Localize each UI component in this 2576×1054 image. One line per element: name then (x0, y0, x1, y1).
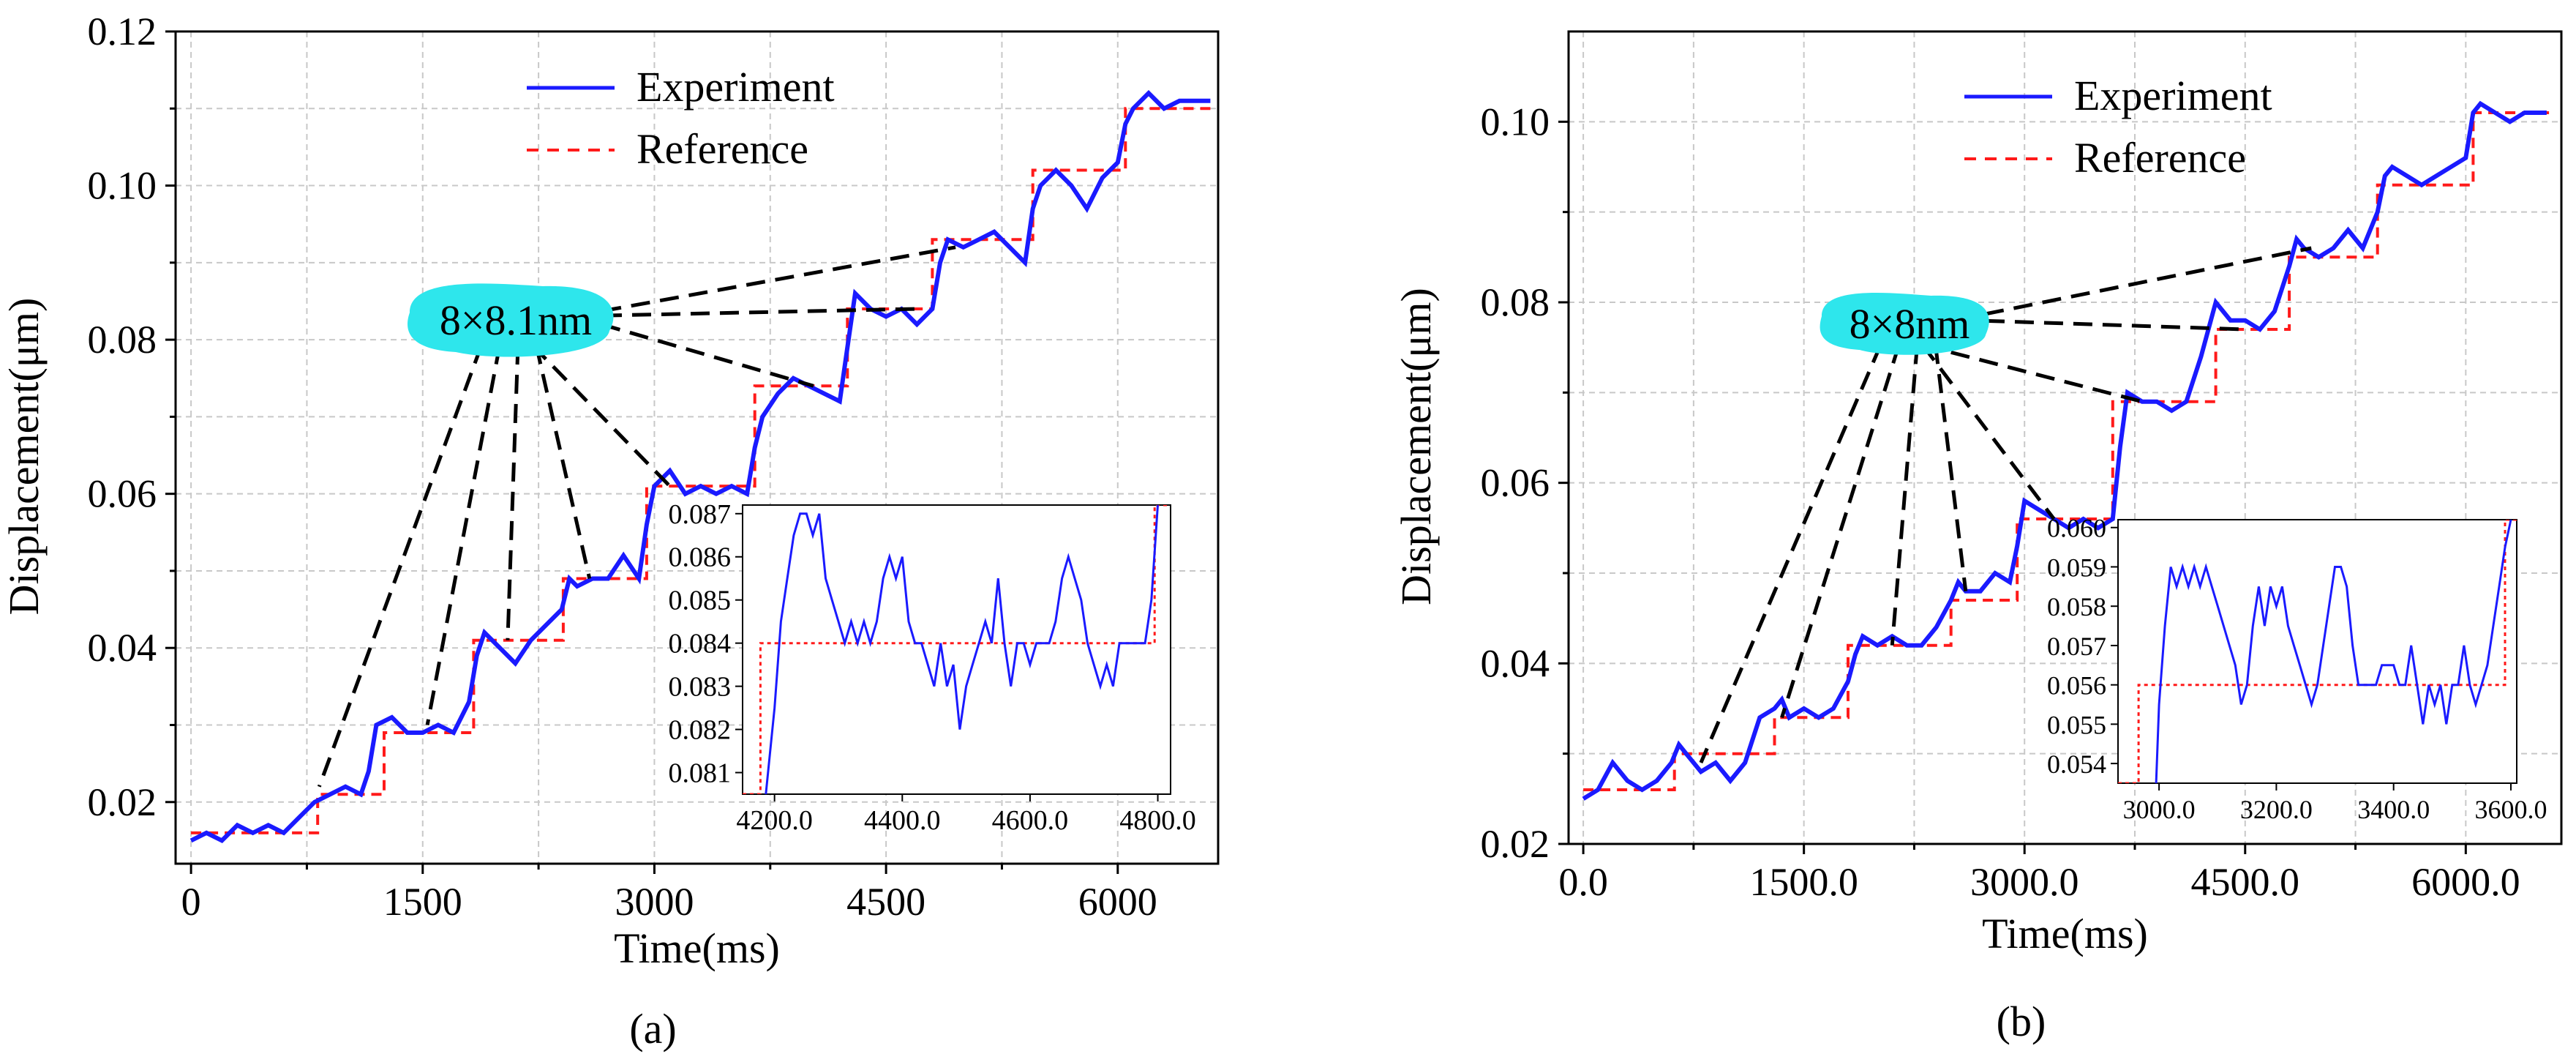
inset-x-tick-label: 3400.0 (2357, 795, 2430, 824)
annotation-guide-line (1934, 345, 1968, 591)
legend: Experiment Reference (527, 63, 835, 173)
annotation-guide-line (534, 345, 592, 580)
inset-x-tick-label: 4200.0 (736, 805, 813, 836)
annotation-guide-line (1956, 246, 2312, 322)
legend-experiment-label: Experiment (2074, 72, 2272, 119)
inset-y-tick-label: 0.054 (2047, 750, 2106, 779)
x-tick-label: 1500.0 (1749, 860, 1858, 904)
x-tick-label: 0.0 (1558, 860, 1608, 904)
y-tick-label: 0.10 (88, 164, 157, 208)
experiment-series-line (189, 89, 1211, 844)
y-tick-label: 0.02 (88, 780, 157, 824)
y-tick-label: 0.08 (1481, 280, 1550, 324)
annotation-guide-line (506, 345, 520, 640)
y-axis-label: Displacement(μm) (0, 298, 48, 616)
y-tick-label: 0.12 (88, 10, 157, 53)
plot-frame (1567, 30, 2563, 845)
inset-series (743, 505, 1171, 794)
inset-y-tick-label: 0.058 (2047, 592, 2106, 621)
inset-chart: 4200.0 4400.0 4600.0 4800.0 0.081 0.082 0.083 0… (669, 499, 1196, 836)
inset-y-tick-label: 0.084 (669, 629, 732, 659)
x-tick-label: 4500.0 (2191, 860, 2300, 904)
annotation-guide-line (1922, 343, 2143, 404)
inset-x-tick-label: 3600.0 (2474, 795, 2547, 824)
y-tick-label: 0.04 (1481, 641, 1550, 685)
x-axis-label: Time(ms) (1982, 910, 2148, 957)
annotation-guide-line (1699, 344, 1882, 763)
x-tick-label: 3000 (615, 880, 694, 924)
annotation-guide-line (1890, 345, 1919, 646)
inset-x-tick-label: 3000.0 (2123, 795, 2196, 824)
inset-y-tick-label: 0.057 (2047, 632, 2106, 661)
x-tick-label: 4500 (846, 880, 925, 924)
y-tick-label: 0.04 (88, 626, 157, 670)
inset-y-tick-label: 0.055 (2047, 710, 2106, 739)
legend-reference-label: Reference (637, 125, 808, 173)
inset-y-tick-label: 0.059 (2047, 553, 2106, 582)
inset-frame (2117, 519, 2517, 784)
x-tick-label: 3000.0 (1970, 860, 2079, 904)
inset-reference-series-line (743, 505, 1171, 794)
x-tick-label: 6000.0 (2411, 860, 2520, 904)
y-tick-label: 0.02 (1481, 822, 1550, 866)
panel-caption: (b) (1997, 998, 2046, 1045)
inset-y-tick-label: 0.081 (669, 758, 732, 789)
x-axis-label: Time(ms) (614, 924, 780, 972)
annotation-guide-line (317, 345, 484, 788)
inset-y-tick-label: 0.083 (669, 672, 732, 703)
annotation-label: 8×8.1nm (440, 296, 592, 344)
y-tick-label: 0.06 (1481, 461, 1550, 505)
inset-x-tick-label: 4800.0 (1119, 805, 1196, 836)
y-tick-label: 0.08 (88, 318, 157, 362)
annotation-highlight (408, 283, 614, 357)
inset-experiment-series-line (2155, 520, 2512, 783)
plot-frame (174, 30, 1220, 865)
x-tick-label: 6000 (1078, 880, 1157, 924)
inset-x-tick-label: 4600.0 (992, 805, 1069, 836)
inset-reference-series-line (2118, 520, 2517, 783)
inset-y-tick-label: 0.082 (669, 715, 732, 746)
annotation-guide-line (573, 245, 956, 318)
chart-panel-a: 0 1500 3000 4500 6000 0.02 0.04 0.06 0.08 0.10 0.1… (0, 10, 1220, 1053)
chart-panel-b: 0.0 1500.0 3000.0 4500.0 6000.00.020.040.060… (1392, 30, 2563, 1045)
inset-series (2118, 520, 2517, 783)
y-tick-label: 0.06 (88, 472, 157, 516)
x-tick-label: 0 (181, 880, 201, 924)
annotation-guide-line (1921, 343, 2056, 520)
inset-y-tick-label: 0.085 (669, 586, 732, 616)
inset-y-tick-label: 0.056 (2047, 671, 2106, 700)
annotation-guide-line (1956, 318, 2245, 332)
inset-experiment-series-line (765, 505, 1159, 794)
inset-x-tick-label: 4400.0 (864, 805, 941, 836)
inset-frame (742, 504, 1171, 795)
x-tick-label: 1500 (383, 880, 462, 924)
inset-chart: 3000.0 3200.0 3400.0 3600.0 0.054 0.055 0.056 0… (2047, 514, 2547, 824)
inset-x-tick-label: 3200.0 (2240, 795, 2313, 824)
panel-caption: (a) (629, 1005, 676, 1053)
annotation-guide-line (573, 314, 814, 388)
experiment-series-line (1582, 100, 2547, 801)
annotation-highlight (1820, 293, 1989, 355)
inset-y-tick-label: 0.087 (669, 499, 732, 530)
inset-y-tick-label: 0.086 (669, 542, 732, 573)
legend: Experiment Reference (1964, 72, 2272, 182)
y-axis-label: Displacement(μm) (1392, 288, 1440, 605)
y-tick-label: 0.10 (1481, 100, 1550, 143)
annotation-guide-line (425, 345, 502, 725)
annotation-guide-line (1780, 344, 1901, 719)
annotation-label: 8×8nm (1850, 300, 1970, 348)
inset-y-tick-label: 0.060 (2047, 514, 2106, 543)
legend-reference-label: Reference (2074, 134, 2246, 182)
annotation-guide-line (531, 344, 672, 487)
legend-experiment-label: Experiment (637, 63, 835, 111)
reference-series-line (1583, 111, 2554, 791)
